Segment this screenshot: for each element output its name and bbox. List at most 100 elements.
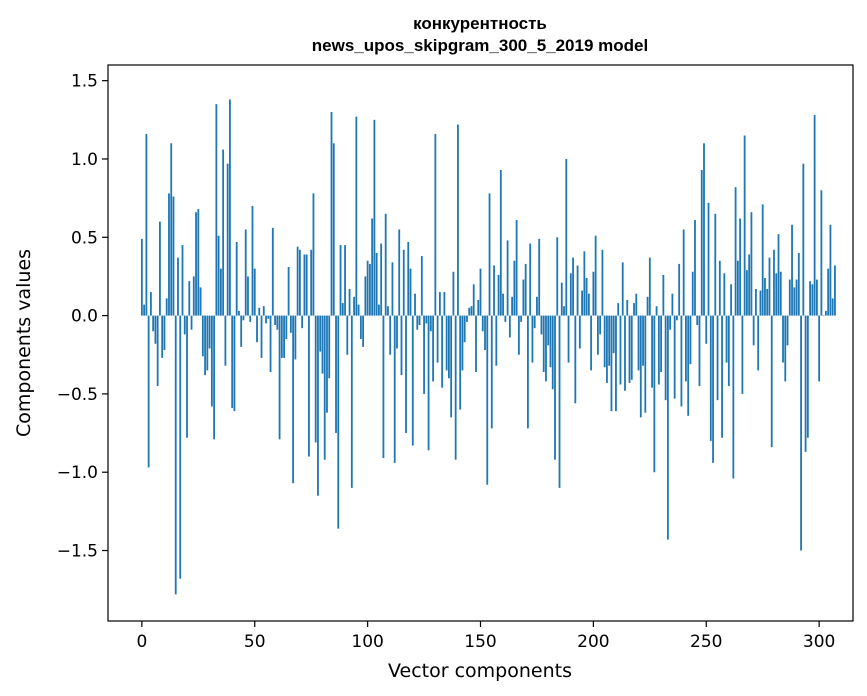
bar [174,315,177,595]
bar [655,306,658,316]
bar [454,315,457,460]
bar [425,315,428,324]
bar [603,315,606,368]
bar [364,276,367,316]
bar [599,315,602,335]
bar [405,315,407,434]
bar [664,315,667,401]
bar [378,304,380,316]
bar [195,212,197,316]
bar [416,315,419,330]
bar [407,241,410,316]
bar [624,315,626,391]
bar [773,249,775,316]
bar [608,315,611,366]
bar [822,315,825,317]
bar [689,315,692,365]
bar [183,315,186,335]
bar [206,315,209,371]
bar [761,204,764,316]
bar [292,315,295,484]
bar [558,315,561,488]
bar [190,315,193,330]
bar [466,315,468,322]
bar [163,315,166,351]
bar [540,315,543,335]
bar [346,315,349,355]
bar [350,315,353,488]
bar [567,315,570,363]
bar [179,315,182,579]
bar [709,315,712,441]
bar [642,315,644,366]
y-axis-label: Components values [13,249,35,437]
bar [409,268,412,316]
bar [217,235,220,316]
bar [551,315,554,390]
bar [276,315,279,330]
bar [213,315,216,440]
bar [375,252,378,316]
bar [644,315,647,413]
bar [249,315,252,322]
bar [813,115,816,316]
bar [208,315,211,349]
bar [513,260,516,316]
bar [233,315,236,412]
bar [549,315,552,368]
bar [477,299,480,316]
bar [592,271,595,316]
bar [578,315,581,349]
bar [827,268,830,316]
bar [310,249,313,316]
bar [359,315,362,340]
bar [662,274,665,316]
bar [231,315,234,408]
x-axis: 0 50 100 150 200 250 300 [136,621,835,652]
bar [680,315,683,407]
bar [411,315,414,446]
bar [696,315,699,325]
bar [531,315,534,363]
bar [443,292,446,316]
bar [260,315,263,358]
bar [671,293,674,316]
bar [506,240,509,316]
bar [294,315,297,360]
x-tick-label: 200 [577,632,609,652]
y-tick-label: −0.5 [57,385,98,405]
y-tick-label: −1.5 [57,542,98,562]
bar [698,315,701,387]
bar [226,163,229,316]
bar [384,213,387,316]
x-tick-label: 0 [136,632,147,652]
bar [463,315,466,343]
bar [750,212,753,316]
bar [499,169,502,316]
bars [140,99,836,595]
bar [657,315,660,385]
bar [594,235,597,316]
bar [791,224,793,316]
bar [468,307,471,316]
bar [287,267,290,316]
bar [262,306,265,316]
bar [414,293,416,316]
bar [400,315,403,376]
bar [560,282,563,316]
bar [330,111,333,316]
bar [637,315,640,371]
bar [271,227,274,316]
bar [779,271,782,316]
bar [581,290,583,316]
bar [441,315,444,388]
x-tick-label: 50 [244,632,266,652]
bar [633,303,635,316]
bar [612,315,615,354]
bar [450,315,453,418]
bar [298,249,301,316]
bar [303,254,306,316]
bar [606,315,608,383]
bar [734,187,737,316]
bar [529,243,532,316]
